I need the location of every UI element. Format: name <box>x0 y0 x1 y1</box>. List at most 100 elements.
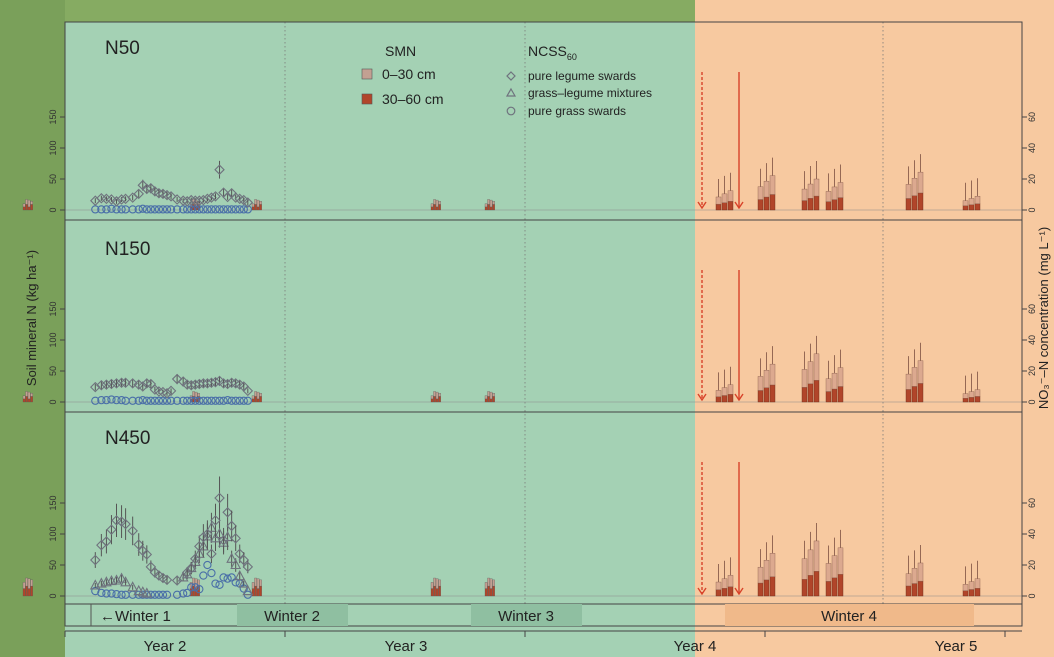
no3-bar-deep-0-4-1 <box>911 195 918 211</box>
no3-bar-top-1-0-1 <box>721 387 728 396</box>
smn-bar-deep-2-3-1 <box>433 585 436 597</box>
smn-bar-deep-1-3-3 <box>438 396 441 403</box>
point-mixture-2-27 <box>242 584 254 596</box>
no3-bar-deep-1-4-2 <box>917 383 924 403</box>
point-grass-1-12 <box>150 396 160 405</box>
smn-bar-deep-2-0-3 <box>30 585 33 597</box>
smn-bar-top-1-2-3 <box>259 393 262 397</box>
point-legume-1-2 <box>101 379 112 390</box>
point-grass-0-5 <box>117 205 126 214</box>
point-grass-2-1 <box>97 588 106 598</box>
point-legume-0-7 <box>127 192 138 203</box>
point-grass-2-4 <box>112 589 121 599</box>
point-grass-0-2 <box>102 205 111 214</box>
no3-bar-deep-2-2-1 <box>807 575 814 597</box>
no3-bar-top-2-3-2 <box>837 547 844 575</box>
point-grass-2-18 <box>183 588 192 598</box>
y-axis-label-right: NO₃⁻–N concentration (mg L⁻¹) <box>1036 227 1051 409</box>
no3-bar-deep-0-5-0 <box>962 205 969 211</box>
point-grass-1-3 <box>107 395 116 404</box>
smn-bar-top-0-3-0 <box>430 203 434 208</box>
no3-bar-top-1-0-2 <box>727 384 734 395</box>
legend-ncss-title-sub: 60 <box>567 52 577 62</box>
point-legume-0-20 <box>185 194 197 206</box>
point-grass-0-28 <box>219 205 228 214</box>
winter-strip: ←Winter 1 Winter 2 Winter 3 Winter 4 <box>90 604 974 626</box>
point-grass-0-29 <box>223 205 232 214</box>
point-legume-2-8 <box>133 539 145 550</box>
point-grass-2-28 <box>223 574 232 583</box>
right-tick-label-2-2: 40 <box>1027 529 1037 539</box>
point-grass-0-24 <box>203 205 212 214</box>
point-legume-1-34 <box>242 385 254 397</box>
arrow-head-2-1 <box>734 587 744 596</box>
no3-bar-deep-1-0-1 <box>721 395 728 403</box>
smn-bar-top-1-4-0 <box>484 395 488 400</box>
smn-bar-top-2-4-1 <box>487 577 490 587</box>
point-grass-2-24 <box>207 568 216 578</box>
point-legume-0-27 <box>214 164 225 175</box>
legend-ncss-legume: pure legume swards <box>528 69 636 83</box>
smn-bar-top-0-2-0 <box>251 203 255 208</box>
point-legume-0-22 <box>194 195 205 206</box>
point-grass-1-21 <box>191 396 200 405</box>
point-legume-1-9 <box>137 381 149 392</box>
point-mixture-2-6 <box>120 576 132 587</box>
legend-ncss-grass: pure grass swards <box>528 104 626 118</box>
no3-bar-deep-2-0-2 <box>727 586 734 597</box>
right-tick-label-0-2: 40 <box>1027 143 1037 153</box>
legend-swatch-30-60 <box>361 93 373 105</box>
no3-bar-deep-2-3-0 <box>825 581 832 597</box>
smn-bar-top-0-0-3 <box>30 201 33 205</box>
no3-bar-deep-1-4-0 <box>905 389 912 403</box>
smn-bar-top-0-2-1 <box>254 199 257 205</box>
point-grass-0-9 <box>138 204 147 213</box>
point-grass-1-18 <box>179 396 188 405</box>
smn-bar-top-2-2-0 <box>251 582 255 589</box>
smn-bar-top-0-4-1 <box>487 199 490 205</box>
point-grass-2-22 <box>199 571 208 580</box>
no3-bar-top-1-1-0 <box>757 376 764 391</box>
point-grass-1-34 <box>243 396 252 405</box>
no3-bar-deep-0-5-2 <box>974 203 981 211</box>
point-grass-1-29 <box>223 395 232 405</box>
point-grass-2-26 <box>215 580 224 589</box>
point-grass-2-12 <box>150 590 160 599</box>
smn-bar-deep-2-3-2 <box>435 588 439 597</box>
right-tick-label-1-3: 60 <box>1027 304 1037 314</box>
smn-bar-top-2-4-2 <box>489 578 493 589</box>
point-grass-0-15 <box>162 205 172 214</box>
no3-bar-deep-2-3-2 <box>837 574 844 597</box>
left-tick-label-2-2: 100 <box>48 526 58 541</box>
point-grass-0-3 <box>107 204 116 213</box>
point-legume-1-13 <box>153 386 165 397</box>
smn-bar-deep-2-2-1 <box>254 585 257 597</box>
legend-swatch-0-30 <box>361 68 373 80</box>
no3-bar-top-0-2-0 <box>801 188 808 201</box>
orange-region <box>695 0 1054 657</box>
point-grass-1-13 <box>154 396 164 405</box>
point-legume-1-6 <box>120 377 131 389</box>
point-legume-1-25 <box>206 377 217 389</box>
smn-bar-deep-1-4-2 <box>489 398 493 403</box>
smn-bar-top-0-3-3 <box>438 201 441 205</box>
no3-bar-deep-2-1-0 <box>757 582 764 597</box>
point-grass-1-7 <box>128 396 137 405</box>
point-legume-0-5 <box>116 194 127 205</box>
point-grass-0-13 <box>154 205 164 214</box>
point-legume-2-16 <box>171 575 183 586</box>
point-legume-2-26 <box>218 534 229 546</box>
smn-bar-top-1-4-3 <box>492 393 495 397</box>
smn-bar-deep-0-0-3 <box>30 204 33 211</box>
smn-bar-deep-0-4-3 <box>492 204 495 211</box>
no3-bar-deep-1-2-1 <box>807 383 814 403</box>
smn-bar-top-2-4-0 <box>484 582 488 589</box>
year-label-2: Year 2 <box>144 638 187 655</box>
point-legume-2-19 <box>190 553 201 565</box>
smn-bar-deep-0-4-0 <box>484 206 488 211</box>
no3-bar-top-1-4-1 <box>911 367 918 387</box>
no3-bar-deep-2-1-1 <box>763 579 770 597</box>
no3-bar-top-1-5-1 <box>968 391 975 398</box>
arrow-head-1-1 <box>734 393 744 402</box>
legend-diamond-marker <box>506 71 516 81</box>
